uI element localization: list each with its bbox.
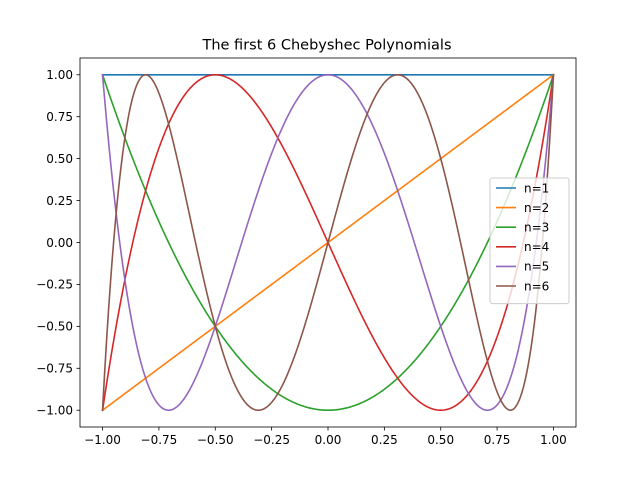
y-tick-label: −0.25	[36, 278, 73, 292]
legend-label: n=1	[524, 181, 549, 195]
legend: n=1 n=2 n=3 n=4 n=5 n=6	[489, 177, 570, 305]
y-tick-label: 0.00	[46, 236, 73, 250]
plot-area	[101, 73, 555, 412]
series-lines	[101, 73, 555, 412]
x-tick-label: 1.00	[540, 433, 567, 447]
legend-label: n=3	[524, 221, 549, 235]
x-tick-label: 0.00	[315, 433, 342, 447]
x-tick-label: −1.00	[84, 433, 121, 447]
series-line-n-5	[101, 73, 555, 412]
legend-box	[489, 177, 570, 305]
series-line-n-6	[101, 73, 555, 412]
x-tick-label: 0.50	[427, 433, 454, 447]
y-tick-label: −0.50	[36, 320, 73, 334]
y-tick-label: −1.00	[36, 404, 73, 418]
legend-label: n=5	[524, 260, 549, 274]
x-tick-label: −0.50	[197, 433, 234, 447]
axes: −1.00 −0.75 −0.50 −0.25 0.00 0.25 0.50 0.75 1.00…	[36, 57, 577, 447]
x-tick-label: 0.25	[371, 433, 398, 447]
y-tick-label: 1.00	[46, 68, 73, 82]
y-tick-label: 0.75	[46, 110, 73, 124]
x-tick-label: −0.75	[141, 433, 178, 447]
legend-label: n=6	[524, 279, 549, 293]
chart-title: The first 6 Chebyshec Polynomials	[201, 38, 451, 54]
legend-label: n=2	[524, 201, 549, 215]
x-tick-label: 0.75	[484, 433, 511, 447]
x-tick-label: −0.25	[253, 433, 290, 447]
series-line-n-3	[101, 73, 555, 412]
y-tick-label: 0.25	[46, 194, 73, 208]
legend-label: n=4	[524, 240, 549, 254]
y-tick-label: 0.50	[46, 152, 73, 166]
y-tick-label: −0.75	[36, 362, 73, 376]
